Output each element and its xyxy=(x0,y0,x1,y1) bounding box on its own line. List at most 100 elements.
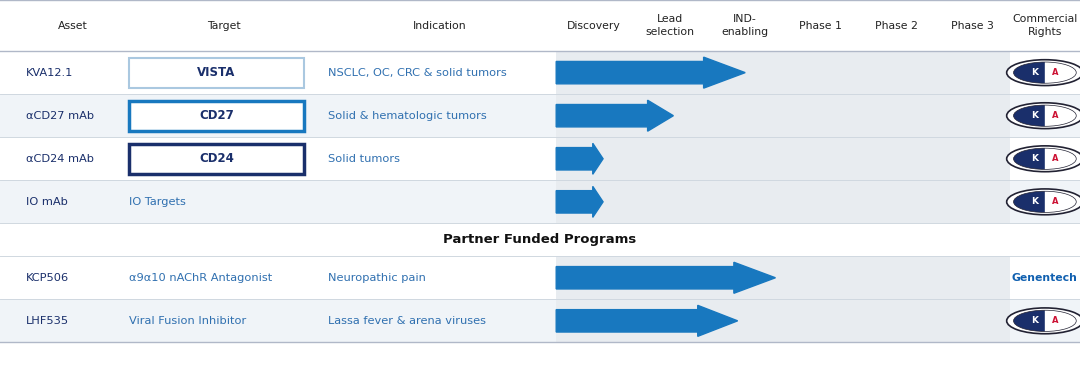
FancyArrow shape xyxy=(556,100,674,131)
FancyArrow shape xyxy=(556,187,603,217)
Bar xyxy=(934,51,1010,94)
Bar xyxy=(783,180,859,223)
Text: Phase 2: Phase 2 xyxy=(875,20,918,31)
Bar xyxy=(707,137,783,180)
Bar xyxy=(0,0,1080,51)
Bar xyxy=(632,299,707,342)
Bar xyxy=(0,223,1080,256)
Bar xyxy=(632,94,707,137)
Text: Solid tumors: Solid tumors xyxy=(328,154,401,164)
Bar xyxy=(129,144,305,174)
Bar xyxy=(783,94,859,137)
Bar xyxy=(0,137,1080,180)
Text: IO Targets: IO Targets xyxy=(129,197,186,207)
Circle shape xyxy=(1007,189,1080,215)
Text: Lassa fever & arena viruses: Lassa fever & arena viruses xyxy=(328,316,486,326)
FancyArrow shape xyxy=(556,306,738,336)
Bar xyxy=(632,256,707,299)
Bar xyxy=(129,58,305,88)
Bar xyxy=(934,94,1010,137)
Wedge shape xyxy=(1013,148,1045,169)
Text: Target: Target xyxy=(207,20,241,31)
Text: K: K xyxy=(1030,154,1038,163)
Text: αCD27 mAb: αCD27 mAb xyxy=(26,111,94,121)
Wedge shape xyxy=(1013,310,1045,331)
Text: K: K xyxy=(1030,111,1038,120)
Bar xyxy=(556,256,632,299)
Bar xyxy=(934,180,1010,223)
Text: KVA12.1: KVA12.1 xyxy=(26,68,73,78)
Text: Phase 3: Phase 3 xyxy=(950,20,994,31)
Text: IND-
enabling: IND- enabling xyxy=(721,14,769,37)
Bar xyxy=(859,94,934,137)
Bar xyxy=(859,299,934,342)
Text: K: K xyxy=(1030,316,1038,325)
Text: CD27: CD27 xyxy=(199,109,233,122)
Wedge shape xyxy=(1013,105,1045,126)
Text: Asset: Asset xyxy=(58,20,87,31)
Bar xyxy=(934,137,1010,180)
Bar xyxy=(0,180,1080,223)
Bar xyxy=(859,51,934,94)
Bar xyxy=(707,51,783,94)
Bar xyxy=(632,137,707,180)
Text: Viral Fusion Inhibitor: Viral Fusion Inhibitor xyxy=(129,316,246,326)
Bar xyxy=(859,137,934,180)
Bar xyxy=(707,180,783,223)
Text: α9α10 nAChR Antagonist: α9α10 nAChR Antagonist xyxy=(129,273,272,283)
Text: Lead
selection: Lead selection xyxy=(645,14,694,37)
Bar xyxy=(783,137,859,180)
Text: K: K xyxy=(1030,197,1038,206)
Circle shape xyxy=(1007,146,1080,172)
Text: Genentech: Genentech xyxy=(1012,273,1078,283)
Bar xyxy=(556,94,632,137)
Bar xyxy=(934,256,1010,299)
Text: IO mAb: IO mAb xyxy=(26,197,68,207)
Bar xyxy=(556,299,632,342)
Bar xyxy=(556,51,632,94)
Text: Discovery: Discovery xyxy=(567,20,621,31)
Bar xyxy=(129,101,305,131)
Text: LHF535: LHF535 xyxy=(26,316,69,326)
Text: Phase 1: Phase 1 xyxy=(799,20,842,31)
Bar xyxy=(0,94,1080,137)
Bar xyxy=(0,51,1080,94)
Bar xyxy=(632,180,707,223)
Bar xyxy=(707,299,783,342)
Wedge shape xyxy=(1045,310,1077,331)
Text: A: A xyxy=(1052,68,1058,77)
Bar xyxy=(707,256,783,299)
Text: Neuropathic pain: Neuropathic pain xyxy=(328,273,427,283)
FancyArrow shape xyxy=(556,143,603,174)
Text: A: A xyxy=(1052,197,1058,206)
Text: Indication: Indication xyxy=(414,20,467,31)
Wedge shape xyxy=(1013,191,1045,212)
Circle shape xyxy=(1007,60,1080,85)
Text: A: A xyxy=(1052,154,1058,163)
Text: Solid & hematologic tumors: Solid & hematologic tumors xyxy=(328,111,487,121)
Bar xyxy=(707,94,783,137)
Text: NSCLC, OC, CRC & solid tumors: NSCLC, OC, CRC & solid tumors xyxy=(328,68,508,78)
FancyArrow shape xyxy=(556,262,775,293)
Bar xyxy=(0,256,1080,299)
Text: A: A xyxy=(1052,316,1058,325)
Bar xyxy=(632,51,707,94)
Wedge shape xyxy=(1013,62,1045,83)
Bar xyxy=(556,137,632,180)
FancyArrow shape xyxy=(556,57,745,88)
Wedge shape xyxy=(1045,148,1077,169)
Text: αCD24 mAb: αCD24 mAb xyxy=(26,154,94,164)
Wedge shape xyxy=(1045,105,1077,126)
Bar xyxy=(783,256,859,299)
Bar xyxy=(783,299,859,342)
Bar xyxy=(783,51,859,94)
Text: VISTA: VISTA xyxy=(198,66,235,79)
Text: Commercial
Rights: Commercial Rights xyxy=(1012,14,1078,37)
Bar xyxy=(859,256,934,299)
Bar xyxy=(0,299,1080,342)
Bar xyxy=(859,180,934,223)
Text: K: K xyxy=(1030,68,1038,77)
Text: A: A xyxy=(1052,111,1058,120)
Wedge shape xyxy=(1045,62,1077,83)
Bar xyxy=(934,299,1010,342)
